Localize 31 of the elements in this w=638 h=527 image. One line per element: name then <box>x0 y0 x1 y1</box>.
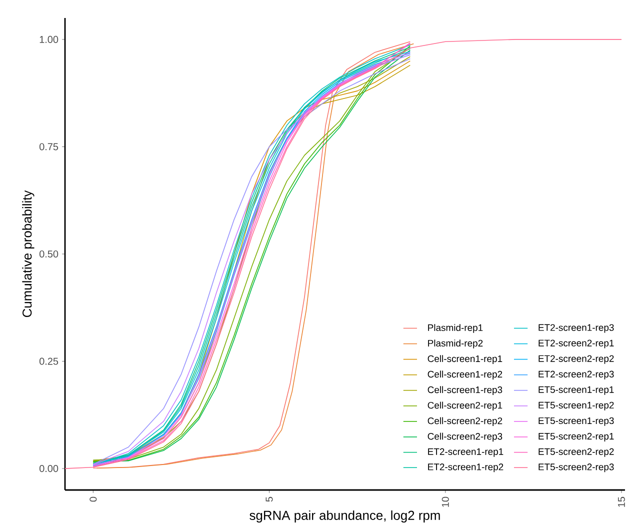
legend-label: Cell-screen2-rep1 <box>428 402 502 411</box>
y-tick-label: 0.25 <box>39 358 58 365</box>
legend-label: ET2-screen1-rep1 <box>428 448 504 457</box>
x-axis-title: sgRNA pair abundance, log2 rpm <box>250 510 440 523</box>
legend-label: ET5-screen2-rep2 <box>538 448 614 457</box>
legend-label: ET2-screen2-rep2 <box>538 355 614 364</box>
y-axis-title: Cumulative probability <box>22 190 34 318</box>
legend-label: ET2-screen2-rep3 <box>538 370 614 380</box>
legend-label: Cell-screen1-rep1 <box>428 355 502 364</box>
y-tick-label: 1.00 <box>40 36 58 43</box>
x-tick-label: 0 <box>90 496 97 502</box>
legend-label: Plasmid-rep2 <box>428 340 483 348</box>
legend-label: ET2-screen2-rep1 <box>538 340 614 348</box>
legend-label: ET2-screen1-rep2 <box>428 464 504 472</box>
x-tick-label: 10 <box>442 496 449 507</box>
legend-label: Cell-screen1-rep3 <box>428 386 502 396</box>
legend-label: Plasmid-rep1 <box>428 324 483 333</box>
legend-label: ET2-screen1-rep3 <box>538 324 614 333</box>
legend-label: Cell-screen1-rep2 <box>428 370 502 380</box>
legend-label: ET5-screen1-rep2 <box>538 402 614 410</box>
y-tick-label: 0.50 <box>39 250 58 258</box>
x-tick-label: 15 <box>618 496 625 507</box>
legend-label: ET5-screen1-rep3 <box>538 417 614 426</box>
legend-label: ET5-screen2-rep1 <box>538 432 614 442</box>
y-tick-label: 0.00 <box>39 465 58 472</box>
legend-label: Cell-screen2-rep3 <box>428 432 502 442</box>
legend-label: ET5-screen1-rep1 <box>538 386 614 395</box>
legend-label: ET5-screen2-rep3 <box>538 464 614 472</box>
y-tick-label: 0.75 <box>39 143 58 150</box>
x-tick-label: 5 <box>266 496 273 502</box>
legend-label: Cell-screen2-rep2 <box>428 417 502 426</box>
